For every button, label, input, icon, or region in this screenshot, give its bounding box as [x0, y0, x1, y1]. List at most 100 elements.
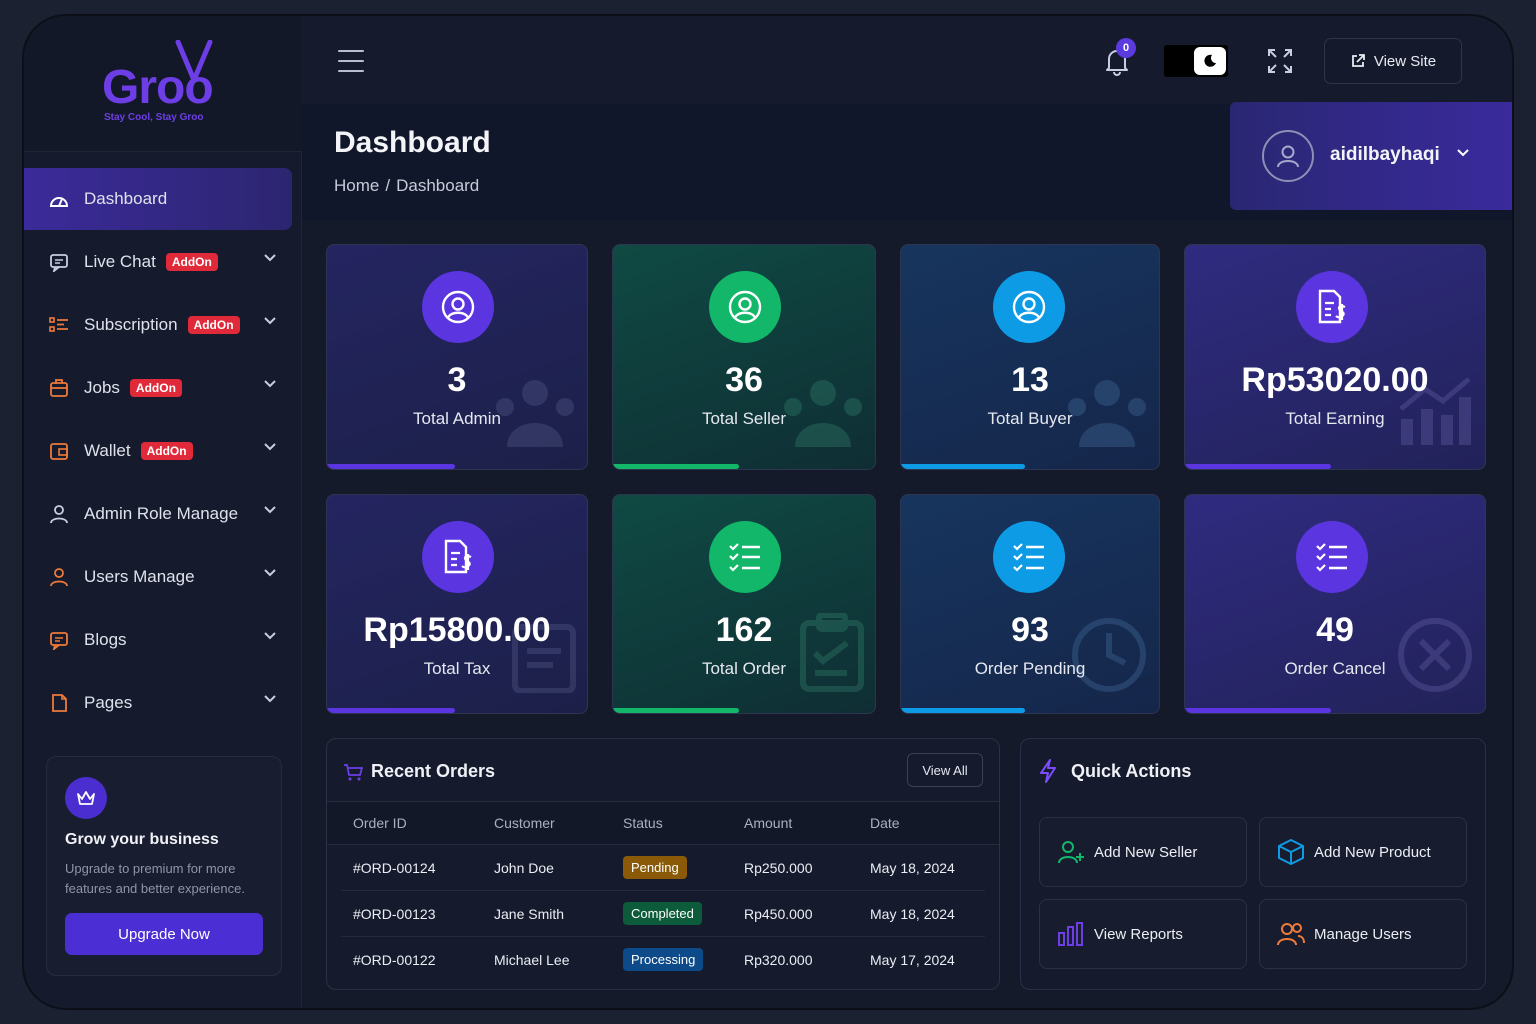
chevron-down-icon	[264, 380, 276, 388]
chevron-down-icon	[264, 254, 276, 262]
stat-label: Total Tax	[423, 659, 491, 678]
sidebar-item-label: Admin Role Manage	[84, 503, 239, 523]
stat-card-order-pending[interactable]: 93 Order Pending	[900, 494, 1160, 714]
users-watermark-icon	[1068, 380, 1146, 447]
stat-label: Total Buyer	[987, 409, 1073, 428]
logo[interactable]: Groo Stay Cool, Stay Groo	[24, 16, 302, 152]
clock-watermark-icon	[1072, 618, 1146, 692]
user-icon	[48, 566, 70, 588]
stat-card-order-cancel[interactable]: 49 Order Cancel	[1184, 494, 1486, 714]
user-menu[interactable]: aidilbayhaqi	[1230, 102, 1512, 210]
page-title: Dashboard	[334, 126, 491, 159]
cart-icon	[344, 764, 363, 781]
column-header: Status	[623, 815, 663, 831]
quick-action-label: View Reports	[1094, 925, 1183, 943]
stat-progress-bar	[613, 708, 739, 713]
stat-value: 36	[725, 361, 763, 399]
table-row[interactable]: #ORD-00123 Jane Smith Completed Rp450.00…	[341, 891, 985, 937]
stat-card-total-buyer[interactable]: 13 Total Buyer	[900, 244, 1160, 470]
stat-card-total-earning[interactable]: Rp53020.00 Total Earning	[1184, 244, 1486, 470]
view-reports-button[interactable]: View Reports	[1039, 899, 1247, 969]
order-id: #ORD-00122	[353, 952, 436, 968]
table-header: Order ID Customer Status Amount Date	[327, 801, 999, 845]
recent-orders-title: Recent Orders	[371, 761, 496, 781]
sidebar-item-label: Blogs	[84, 629, 127, 649]
bar-chart-icon	[1056, 919, 1086, 949]
clipboard-watermark-icon	[800, 613, 864, 692]
table-row[interactable]: #ORD-00122 Michael Lee Processing Rp320.…	[341, 937, 985, 983]
stat-label: Total Earning	[1285, 409, 1385, 428]
view-site-label: View Site	[1373, 52, 1437, 70]
sidebar-item-label: Dashboard	[84, 189, 168, 208]
sidebar-item-dashboard[interactable]: Dashboard	[24, 168, 292, 230]
menu-toggle-icon[interactable]	[338, 50, 364, 72]
view-site-button[interactable]: View Site	[1324, 38, 1462, 84]
stat-value: 93	[1011, 611, 1049, 649]
sidebar-item-wallet[interactable]: Wallet AddOn	[24, 419, 302, 482]
box-icon	[1276, 837, 1306, 867]
stat-progress-bar	[327, 708, 455, 713]
view-all-button[interactable]: View All	[907, 753, 983, 787]
lightning-icon	[1040, 759, 1056, 783]
upgrade-now-button[interactable]: Upgrade Now	[65, 913, 263, 955]
stat-progress-bar	[901, 708, 1025, 713]
chevron-down-icon	[264, 695, 276, 703]
chat-icon	[48, 251, 70, 273]
chevron-down-icon	[264, 632, 276, 640]
user-icon	[48, 503, 70, 525]
column-header: Order ID	[353, 815, 407, 831]
chevron-down-icon	[264, 506, 276, 514]
theme-toggle[interactable]	[1164, 45, 1228, 77]
add-new-seller-button[interactable]: Add New Seller	[1039, 817, 1247, 887]
document-watermark-icon	[512, 624, 576, 693]
stat-label: Total Admin	[413, 409, 501, 428]
stat-card-total-admin[interactable]: 3 Total Admin	[326, 244, 588, 470]
stat-card-total-order[interactable]: 162 Total Order	[612, 494, 876, 714]
stat-progress-bar	[1185, 464, 1331, 469]
manage-users-button[interactable]: Manage Users	[1259, 899, 1467, 969]
topbar: 0 View Site	[302, 16, 1512, 104]
sidebar-item-blogs[interactable]: Blogs	[24, 608, 302, 671]
recent-orders-panel: Recent Orders View All Order ID Customer…	[326, 738, 1000, 990]
stat-card-total-seller[interactable]: 36 Total Seller	[612, 244, 876, 470]
stat-value: Rp53020.00	[1241, 361, 1429, 399]
sidebar: Groo Stay Cool, Stay Groo Dashboard Live…	[24, 16, 302, 1008]
invoice-dollar-icon	[422, 521, 494, 593]
stat-value: 3	[447, 361, 467, 399]
external-link-icon	[1351, 54, 1365, 67]
customer-name: Jane Smith	[494, 906, 565, 922]
stat-progress-bar	[1185, 708, 1331, 713]
sidebar-item-pages[interactable]: Pages	[24, 671, 302, 734]
stat-value: 13	[1011, 361, 1049, 399]
sidebar-item-subscription[interactable]: Subscription AddOn	[24, 293, 302, 356]
breadcrumb-home[interactable]: Home	[334, 176, 380, 195]
sidebar-item-label: Pages	[84, 692, 133, 712]
sidebar-item-users-manage[interactable]: Users Manage	[24, 545, 302, 608]
user-circle-icon	[993, 271, 1065, 343]
sidebar-item-label: Live Chat	[84, 251, 156, 271]
sidebar-item-label: Jobs	[84, 377, 120, 397]
breadcrumb: Home / Dashboard	[334, 176, 485, 196]
app-window: Groo Stay Cool, Stay Groo Dashboard Live…	[22, 14, 1514, 1010]
sidebar-item-live-chat[interactable]: Live Chat AddOn	[24, 230, 302, 293]
user-circle-icon	[422, 271, 494, 343]
sidebar-item-jobs[interactable]: Jobs AddOn	[24, 356, 302, 419]
stat-card-total-tax[interactable]: Rp15800.00 Total Tax	[326, 494, 588, 714]
table-row[interactable]: #ORD-00124 John Doe Pending Rp250.000 Ma…	[341, 845, 985, 891]
stat-progress-bar	[613, 464, 739, 469]
order-amount: Rp450.000	[744, 906, 813, 922]
stat-label: Total Seller	[701, 409, 787, 428]
stat-value: Rp15800.00	[363, 611, 551, 649]
sidebar-item-admin-role-manage[interactable]: Admin Role Manage	[24, 482, 302, 545]
sidebar-item-label: Users Manage	[84, 566, 195, 586]
stat-value: 162	[715, 611, 773, 649]
fullscreen-icon[interactable]	[1266, 47, 1294, 75]
moon-icon	[1194, 47, 1226, 75]
quick-action-label: Manage Users	[1314, 925, 1412, 943]
dashboard-icon	[48, 188, 70, 210]
user-circle-icon	[709, 271, 781, 343]
add-new-product-button[interactable]: Add New Product	[1259, 817, 1467, 887]
users-watermark-icon	[496, 380, 574, 447]
customer-name: John Doe	[494, 860, 554, 876]
column-header: Customer	[494, 815, 555, 831]
